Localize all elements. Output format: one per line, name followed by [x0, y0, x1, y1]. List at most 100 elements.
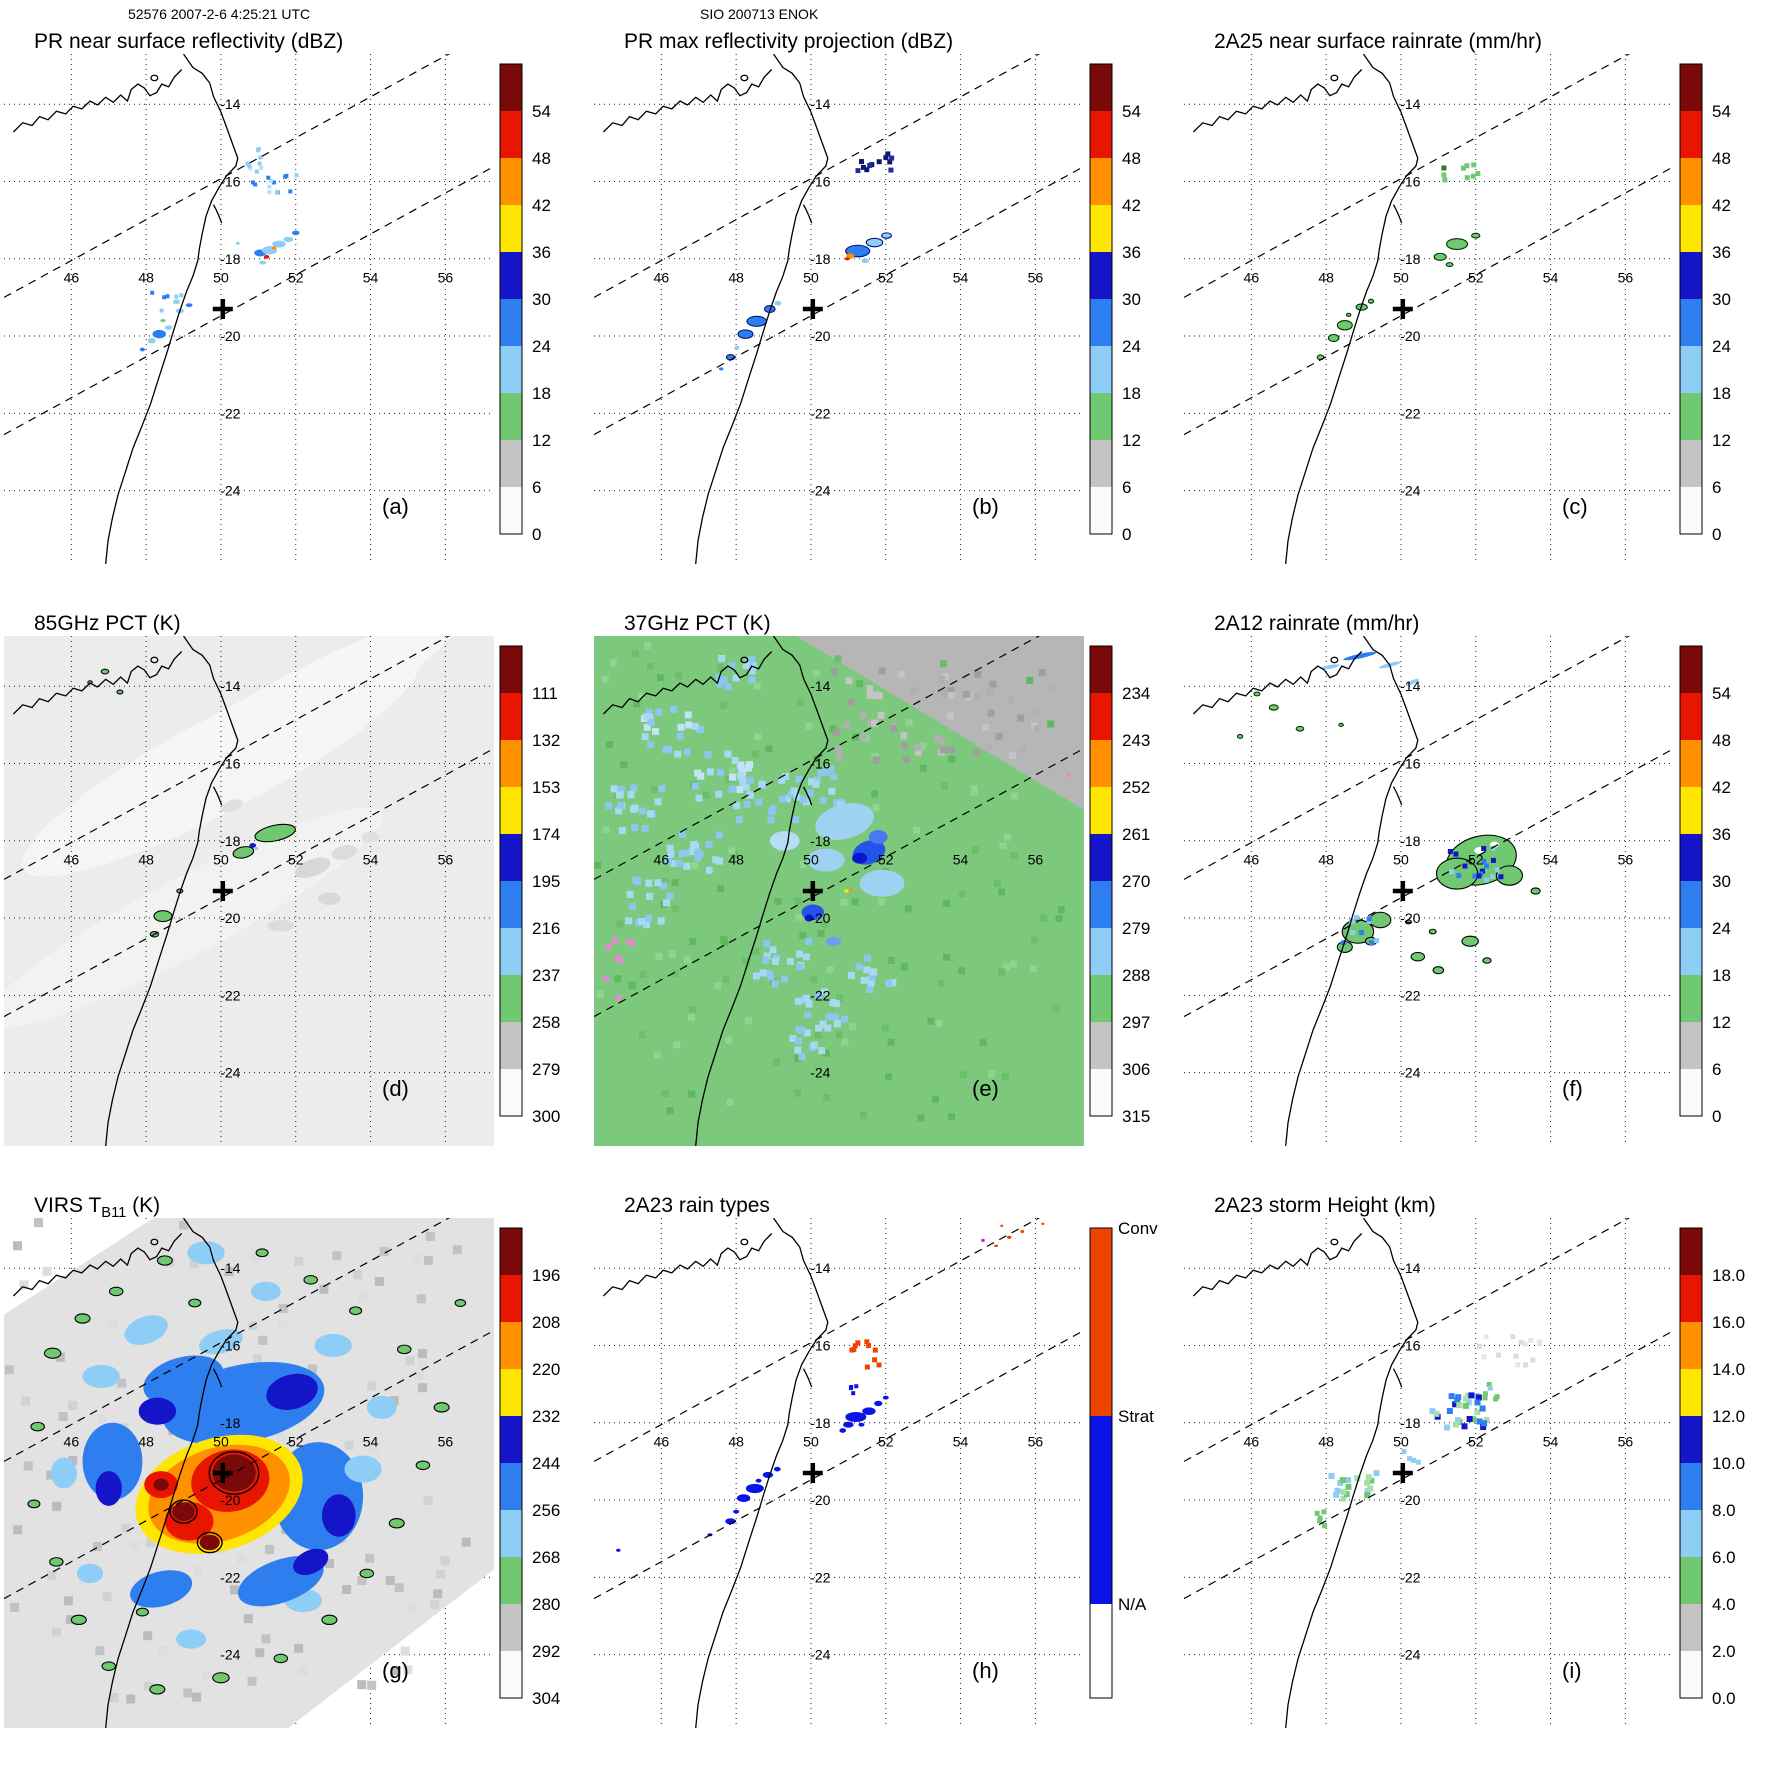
svg-text:54: 54 [953, 1434, 969, 1450]
map-panel-a: 46 48 50 52 54 56 -14 -16 -18 -20 -22 -24 [4, 54, 494, 564]
svg-text:50: 50 [213, 1434, 229, 1450]
svg-text:-22: -22 [220, 987, 240, 1003]
svg-text:56: 56 [1028, 270, 1044, 286]
svg-text:N/A: N/A [1118, 1595, 1147, 1614]
svg-text:0: 0 [1712, 525, 1721, 544]
svg-text:0: 0 [532, 525, 541, 544]
svg-text:268: 268 [532, 1548, 560, 1567]
svg-text:-16: -16 [810, 1338, 830, 1354]
svg-text:304: 304 [532, 1689, 560, 1708]
svg-text:-18: -18 [810, 1415, 830, 1431]
svg-text:279: 279 [1122, 919, 1150, 938]
colorbar-tick-labels: 54 48 42 36 30 24 18 12 6 0 [1712, 684, 1731, 1126]
storm-center-marker [212, 881, 233, 901]
colorbar-scale [1679, 1227, 1703, 1699]
svg-text:48: 48 [1318, 1434, 1334, 1450]
svg-text:30: 30 [1122, 290, 1141, 309]
svg-text:36: 36 [1122, 243, 1141, 262]
svg-text:42: 42 [1712, 778, 1731, 797]
svg-text:56: 56 [438, 270, 454, 286]
axis-labels: 46 48 50 52 54 56 -14 -16 -18 -20 -22 -24 [654, 1260, 1044, 1662]
colorbar-a: 54 48 42 36 30 24 18 12 6 0 [499, 63, 551, 544]
svg-text:Strat: Strat [1118, 1407, 1154, 1426]
panel-title: 2A23 rain types [624, 1194, 770, 1221]
svg-text:-14: -14 [220, 678, 240, 694]
svg-text:48: 48 [138, 852, 154, 868]
map-panel-c: 46 48 50 52 54 56 -14 -16 -18 -20 -22 -24 [1184, 54, 1674, 564]
panel-title-text: 2A12 rainrate (mm/hr) [1214, 612, 1420, 635]
svg-text:234: 234 [1122, 684, 1150, 703]
svg-text:297: 297 [1122, 1013, 1150, 1032]
svg-text:-24: -24 [810, 483, 830, 499]
svg-text:54: 54 [363, 852, 379, 868]
svg-text:54: 54 [1543, 270, 1559, 286]
svg-text:46: 46 [1244, 270, 1260, 286]
map-panel-g: 46 48 50 52 54 56 -14 -16 -18 -20 -22 -24 [4, 1218, 494, 1728]
swath-edge-lines [594, 54, 1084, 436]
colorbar-scale [1089, 63, 1113, 535]
svg-text:-18: -18 [1400, 251, 1420, 267]
svg-text:56: 56 [1618, 852, 1634, 868]
svg-text:-22: -22 [1400, 405, 1420, 421]
svg-text:12: 12 [1122, 431, 1141, 450]
svg-text:292: 292 [532, 1642, 560, 1661]
svg-text:46: 46 [654, 270, 670, 286]
svg-text:-20: -20 [810, 910, 830, 926]
svg-text:-14: -14 [810, 1260, 830, 1276]
svg-text:-22: -22 [220, 1569, 240, 1585]
storm-center-marker [802, 1463, 823, 1483]
coastline [602, 636, 829, 1146]
svg-text:6: 6 [1712, 1060, 1721, 1079]
svg-text:-24: -24 [810, 1647, 830, 1663]
colorbar-d: 111 132 153 174 195 216 237 258 279 300 [499, 645, 560, 1126]
svg-text:-22: -22 [810, 1569, 830, 1585]
panel-letter: (h) [972, 1658, 999, 1683]
svg-text:Conv: Conv [1118, 1219, 1158, 1238]
svg-text:261: 261 [1122, 825, 1150, 844]
svg-text:-20: -20 [1400, 910, 1420, 926]
coastline [602, 54, 829, 564]
svg-text:56: 56 [1618, 1434, 1634, 1450]
svg-text:18: 18 [532, 384, 551, 403]
svg-text:56: 56 [438, 852, 454, 868]
svg-text:0: 0 [1712, 1107, 1721, 1126]
panel-title: PR near surface reflectivity (dBZ) [34, 30, 343, 57]
panel-title-text: 2A23 storm Height (km) [1214, 1194, 1436, 1217]
svg-text:-16: -16 [1400, 174, 1420, 190]
svg-text:52: 52 [1468, 1434, 1484, 1450]
svg-text:195: 195 [532, 872, 560, 891]
panel-title-text: PR near surface reflectivity (dBZ) [34, 30, 344, 53]
storm-center-marker [802, 881, 823, 901]
svg-text:-20: -20 [220, 328, 240, 344]
panel-title: PR max reflectivity projection (dBZ) [624, 30, 953, 57]
storm-center-marker [1392, 881, 1413, 901]
panel-d: 85GHz PCT (K) 46 48 50 52 54 56 -14 -16 -18 -20 -2… [0, 606, 590, 1188]
svg-text:-22: -22 [1400, 987, 1420, 1003]
svg-text:-16: -16 [810, 174, 830, 190]
colorbar-tick-labels: 196 208 220 232 244 256 268 280 292 304 [532, 1266, 560, 1708]
colorbar-tick-labels: 18.0 16.0 14.0 12.0 10.0 8.0 6.0 4.0 2.0 0.0 [1712, 1266, 1745, 1708]
svg-text:54: 54 [1543, 1434, 1559, 1450]
panel-h: 2A23 rain types 46 48 50 52 54 56 -14 -16 -18 -20… [590, 1188, 1180, 1770]
colorbar-tick-labels: 111 132 153 174 195 216 237 258 279 300 [532, 684, 560, 1126]
svg-text:36: 36 [1712, 825, 1731, 844]
svg-text:52: 52 [288, 270, 304, 286]
svg-text:-18: -18 [1400, 833, 1420, 849]
svg-text:216: 216 [532, 919, 560, 938]
map-panel-d: 46 48 50 52 54 56 -14 -16 -18 -20 -22 -24 [4, 636, 494, 1146]
svg-text:252: 252 [1122, 778, 1150, 797]
panel-title-sub: B11 [101, 1205, 127, 1222]
svg-text:50: 50 [1393, 270, 1409, 286]
colorbar-scale [1089, 645, 1113, 1117]
storm-center-marker [212, 1463, 233, 1483]
svg-text:-24: -24 [1400, 1647, 1420, 1663]
coastline [1192, 54, 1419, 564]
svg-text:174: 174 [532, 825, 560, 844]
svg-text:-24: -24 [810, 1065, 830, 1081]
svg-text:2.0: 2.0 [1712, 1642, 1736, 1661]
svg-text:52: 52 [878, 270, 894, 286]
svg-text:18.0: 18.0 [1712, 1266, 1745, 1285]
colorbar-tick-labels: 54 48 42 36 30 24 18 12 6 0 [1122, 102, 1141, 544]
data-field [718, 151, 895, 371]
swath-edge-lines [4, 636, 494, 1018]
